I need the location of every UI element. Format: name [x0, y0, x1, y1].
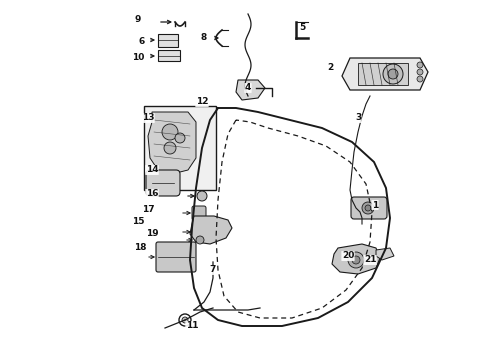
Text: 10: 10	[132, 54, 144, 63]
Circle shape	[417, 62, 423, 68]
Text: 6: 6	[139, 37, 145, 46]
Circle shape	[196, 236, 204, 244]
Circle shape	[383, 64, 403, 84]
Text: 15: 15	[132, 217, 144, 226]
Text: 13: 13	[142, 113, 154, 122]
Circle shape	[417, 76, 423, 82]
Bar	[144, 106, 216, 190]
Polygon shape	[332, 244, 380, 274]
FancyBboxPatch shape	[351, 197, 387, 219]
Circle shape	[388, 69, 398, 79]
Text: 17: 17	[142, 206, 154, 215]
Text: 7: 7	[210, 266, 216, 274]
Text: 12: 12	[196, 98, 208, 107]
Circle shape	[182, 317, 188, 323]
Polygon shape	[342, 58, 428, 90]
FancyBboxPatch shape	[146, 170, 180, 196]
Text: 11: 11	[186, 321, 198, 330]
Text: 19: 19	[146, 230, 158, 238]
Polygon shape	[236, 80, 265, 100]
Text: 18: 18	[134, 243, 146, 252]
Text: 14: 14	[146, 166, 158, 175]
Text: 1: 1	[372, 201, 378, 210]
Circle shape	[365, 205, 371, 211]
Bar	[158, 34, 178, 47]
Circle shape	[175, 133, 185, 143]
Circle shape	[417, 69, 423, 75]
Text: 5: 5	[299, 23, 305, 32]
Text: 8: 8	[201, 33, 207, 42]
Polygon shape	[376, 248, 394, 260]
Bar	[158, 50, 180, 61]
Bar	[358, 63, 408, 85]
Text: 20: 20	[342, 252, 354, 261]
Circle shape	[164, 142, 176, 154]
Circle shape	[162, 124, 178, 140]
Text: 2: 2	[327, 63, 333, 72]
Text: 9: 9	[135, 15, 141, 24]
Polygon shape	[190, 216, 232, 244]
Circle shape	[362, 202, 374, 214]
Circle shape	[197, 191, 207, 201]
Polygon shape	[148, 112, 196, 174]
Text: 4: 4	[245, 84, 251, 93]
Circle shape	[352, 256, 360, 264]
Text: 21: 21	[364, 256, 376, 265]
Text: 3: 3	[355, 113, 361, 122]
FancyBboxPatch shape	[192, 206, 206, 220]
Text: 16: 16	[146, 189, 158, 198]
FancyBboxPatch shape	[156, 242, 196, 272]
Circle shape	[348, 252, 364, 268]
